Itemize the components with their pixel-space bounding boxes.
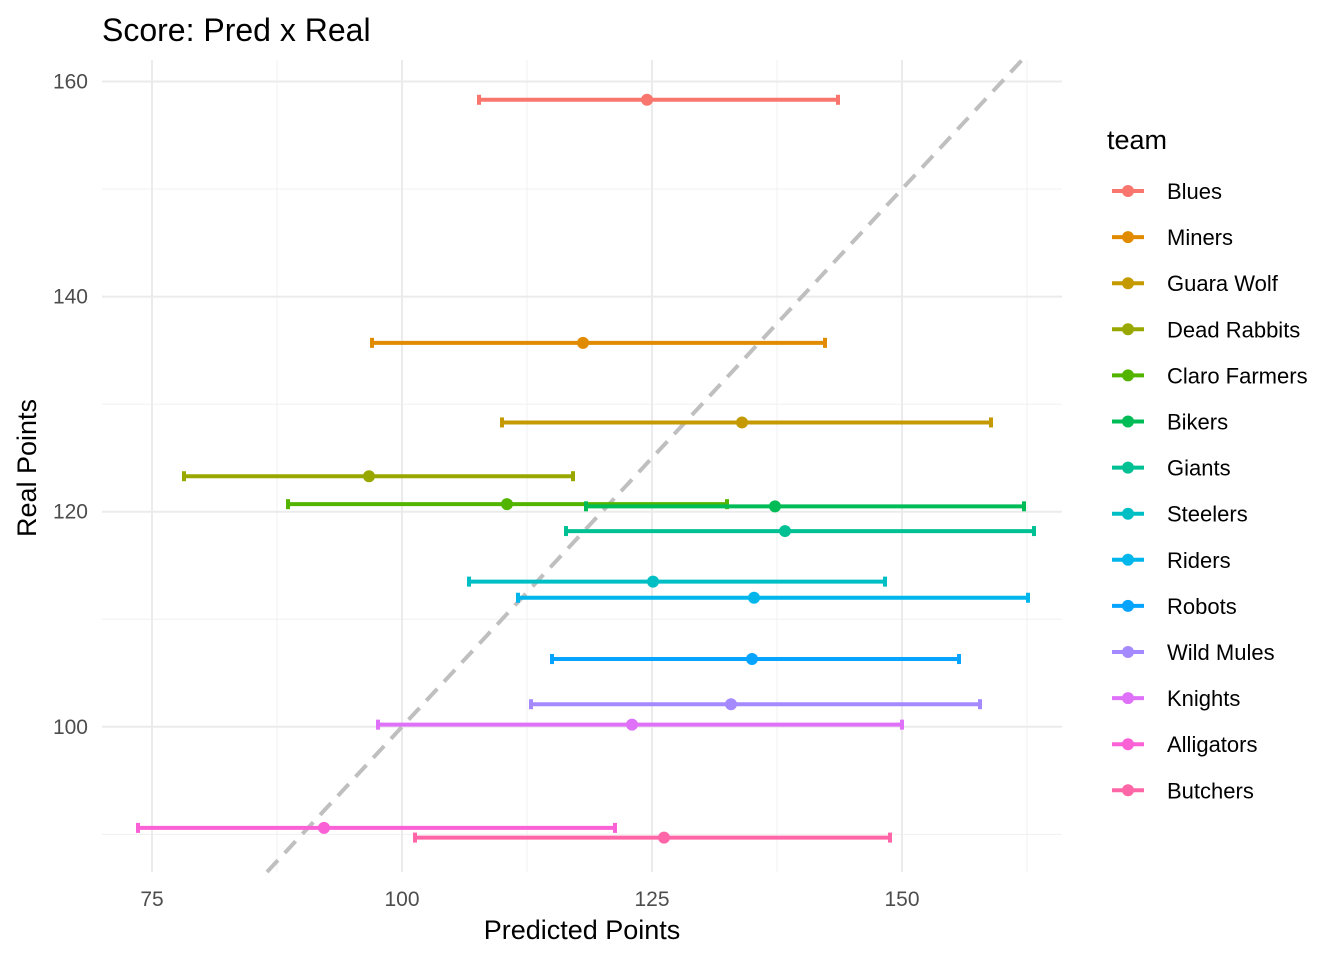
legend-key-point xyxy=(1122,646,1134,658)
y-axis-ticks: 100 120 140 160 xyxy=(53,71,88,739)
point-wild-mules xyxy=(725,698,737,711)
series-bikers xyxy=(584,500,1026,513)
legend-item-miners: Miners xyxy=(1112,225,1233,250)
point-steelers xyxy=(647,575,659,588)
series-blues xyxy=(477,93,840,106)
grid-minor xyxy=(102,60,1062,872)
legend-key-point xyxy=(1122,784,1134,797)
x-axis-ticks: 75 100 125 150 xyxy=(140,888,919,911)
legend-label: Butchers xyxy=(1167,778,1254,803)
y-tick-label: 140 xyxy=(53,286,88,309)
point-guara-wolf xyxy=(736,416,748,429)
point-knights xyxy=(626,718,638,731)
legend-key-point xyxy=(1122,231,1134,244)
point-miners xyxy=(577,336,589,349)
point-bikers xyxy=(769,500,781,513)
point-alligators xyxy=(318,821,330,834)
series-claro-farmers xyxy=(286,498,729,511)
legend-key-point xyxy=(1122,323,1134,336)
y-axis-title: Real Points xyxy=(12,399,42,537)
x-tick-label: 125 xyxy=(634,888,669,911)
reference-line xyxy=(265,58,1024,874)
legend-item-butchers: Butchers xyxy=(1112,778,1254,803)
legend-key-point xyxy=(1122,599,1134,612)
point-robots xyxy=(746,653,758,666)
series-robots xyxy=(550,653,961,666)
legend-key-point xyxy=(1122,553,1134,566)
x-tick-label: 100 xyxy=(384,888,419,911)
legend-label: Miners xyxy=(1167,225,1233,250)
plot-panel xyxy=(102,58,1062,874)
series-layer xyxy=(136,93,1036,844)
point-claro-farmers xyxy=(501,498,513,511)
x-axis-title: Predicted Points xyxy=(484,915,681,945)
series-giants xyxy=(564,525,1036,538)
chart-title: Score: Pred x Real xyxy=(102,12,371,48)
x-tick-label: 75 xyxy=(140,888,163,911)
legend-item-riders: Riders xyxy=(1112,548,1231,573)
series-wild-mules xyxy=(529,698,982,711)
series-riders xyxy=(516,591,1030,604)
legend-item-knights: Knights xyxy=(1112,686,1240,711)
series-miners xyxy=(370,336,827,349)
legend-item-blues: Blues xyxy=(1112,179,1222,204)
legend-label: Alligators xyxy=(1167,732,1257,757)
point-giants xyxy=(779,525,791,538)
legend: team Blues Miners Guara Wolf Dead Rabbits Cl… xyxy=(1107,125,1308,803)
legend-item-giants: Giants xyxy=(1112,456,1231,481)
point-riders xyxy=(748,591,760,604)
y-tick-label: 100 xyxy=(53,716,88,739)
grid-major xyxy=(102,60,1062,872)
legend-label: Bikers xyxy=(1167,410,1228,435)
legend-title: team xyxy=(1107,125,1167,155)
y-tick-label: 160 xyxy=(53,71,88,94)
legend-label: Steelers xyxy=(1167,502,1248,527)
legend-label: Riders xyxy=(1167,548,1231,573)
legend-item-guara-wolf: Guara Wolf xyxy=(1112,271,1279,296)
legend-key-point xyxy=(1122,738,1134,751)
legend-label: Giants xyxy=(1167,456,1231,481)
legend-key-point xyxy=(1122,277,1134,290)
legend-label: Guara Wolf xyxy=(1167,271,1279,296)
legend-item-bikers: Bikers xyxy=(1112,410,1228,435)
series-knights xyxy=(376,718,904,731)
legend-key-point xyxy=(1122,692,1134,705)
reference-line-layer xyxy=(265,58,1024,874)
legend-label: Blues xyxy=(1167,179,1222,204)
legend-key-point xyxy=(1122,369,1134,382)
point-butchers xyxy=(658,831,670,844)
series-alligators xyxy=(136,821,617,834)
legend-key-point xyxy=(1122,185,1134,197)
legend-key-point xyxy=(1122,415,1134,428)
legend-items: Blues Miners Guara Wolf Dead Rabbits Claro F… xyxy=(1112,179,1308,803)
legend-item-steelers: Steelers xyxy=(1112,502,1248,527)
series-steelers xyxy=(467,575,887,588)
legend-label: Robots xyxy=(1167,594,1237,619)
legend-key-point xyxy=(1122,461,1134,474)
legend-label: Claro Farmers xyxy=(1167,363,1308,388)
legend-item-alligators: Alligators xyxy=(1112,732,1257,757)
series-dead-rabbits xyxy=(182,470,575,483)
y-tick-label: 120 xyxy=(53,501,88,524)
point-blues xyxy=(641,93,653,106)
legend-item-robots: Robots xyxy=(1112,594,1237,619)
legend-item-claro-farmers: Claro Farmers xyxy=(1112,363,1308,388)
legend-label: Knights xyxy=(1167,686,1240,711)
x-tick-label: 150 xyxy=(884,888,919,911)
series-guara-wolf xyxy=(500,416,993,429)
point-dead-rabbits xyxy=(363,470,375,483)
legend-item-dead-rabbits: Dead Rabbits xyxy=(1112,317,1300,342)
legend-item-wild-mules: Wild Mules xyxy=(1112,640,1275,665)
legend-label: Wild Mules xyxy=(1167,640,1275,665)
legend-key-point xyxy=(1122,507,1134,520)
series-butchers xyxy=(413,831,892,844)
legend-label: Dead Rabbits xyxy=(1167,317,1300,342)
